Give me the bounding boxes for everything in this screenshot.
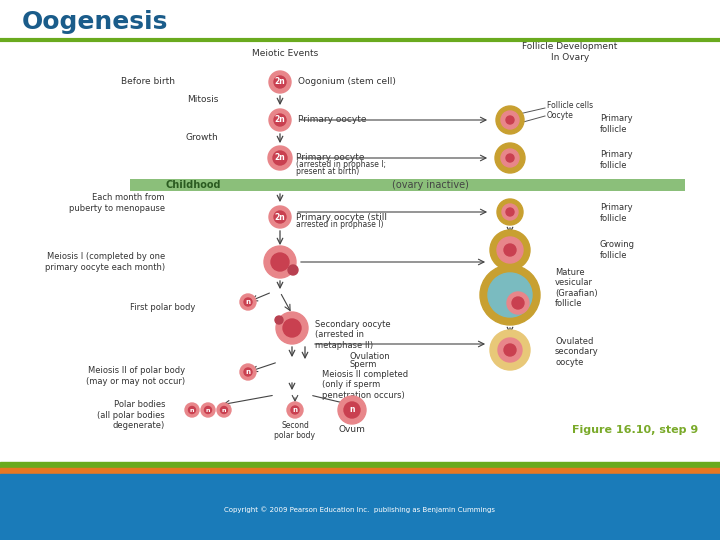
Text: First polar body: First polar body <box>130 302 195 312</box>
Circle shape <box>264 246 296 278</box>
Text: n: n <box>190 408 194 413</box>
Text: Second
polar body: Second polar body <box>274 421 315 441</box>
Text: Ovum: Ovum <box>338 425 366 434</box>
Text: Follicle Development
In Ovary: Follicle Development In Ovary <box>522 42 618 62</box>
Text: Primary
follicle: Primary follicle <box>600 150 633 170</box>
Text: n: n <box>349 406 355 415</box>
Text: n: n <box>292 407 297 413</box>
Text: Follicle cells: Follicle cells <box>547 102 593 111</box>
Circle shape <box>220 407 228 414</box>
Bar <box>0 462 720 468</box>
Circle shape <box>497 199 523 225</box>
Text: 2n: 2n <box>274 116 285 125</box>
Circle shape <box>269 71 291 93</box>
Circle shape <box>240 364 256 380</box>
Text: Before birth: Before birth <box>121 78 175 86</box>
Circle shape <box>288 265 298 275</box>
Text: Oocyte: Oocyte <box>547 111 574 119</box>
Circle shape <box>244 298 252 306</box>
Text: n: n <box>246 369 251 375</box>
Circle shape <box>488 273 532 317</box>
Text: (ovary inactive): (ovary inactive) <box>392 180 469 190</box>
Text: Growth: Growth <box>185 132 218 141</box>
Circle shape <box>507 292 529 314</box>
Circle shape <box>269 206 291 228</box>
Circle shape <box>274 114 286 126</box>
Text: Meiotic Events: Meiotic Events <box>252 50 318 58</box>
Circle shape <box>274 211 286 223</box>
Circle shape <box>495 143 525 173</box>
Circle shape <box>501 111 519 129</box>
Circle shape <box>275 316 283 324</box>
Circle shape <box>269 109 291 131</box>
Text: n: n <box>246 299 251 305</box>
Circle shape <box>189 407 196 414</box>
Text: present at birth): present at birth) <box>296 167 359 176</box>
Circle shape <box>273 151 287 165</box>
Circle shape <box>497 237 523 263</box>
Text: Secondary oocyte
(arrested in
metaphase II): Secondary oocyte (arrested in metaphase … <box>315 320 391 350</box>
Circle shape <box>287 402 303 418</box>
Circle shape <box>506 116 514 124</box>
Circle shape <box>274 76 286 88</box>
Circle shape <box>244 368 252 376</box>
Bar <box>0 468 720 474</box>
Text: n: n <box>222 408 226 413</box>
Circle shape <box>512 297 524 309</box>
Circle shape <box>506 208 514 216</box>
Circle shape <box>271 253 289 271</box>
Circle shape <box>338 396 366 424</box>
Circle shape <box>504 344 516 356</box>
Text: Oogonium (stem cell): Oogonium (stem cell) <box>298 78 396 86</box>
Circle shape <box>490 330 530 370</box>
Text: (arrested in prophase I;: (arrested in prophase I; <box>296 160 386 169</box>
Circle shape <box>268 146 292 170</box>
Text: Primary oocyte: Primary oocyte <box>296 153 364 162</box>
Circle shape <box>204 407 212 414</box>
Text: 2n: 2n <box>274 153 285 163</box>
Text: Sperm: Sperm <box>350 360 377 369</box>
Text: Ovulated
secondary
oocyte: Ovulated secondary oocyte <box>555 337 599 367</box>
Text: Mature
vesicular
(Graafian)
follicle: Mature vesicular (Graafian) follicle <box>555 268 598 308</box>
Circle shape <box>276 312 308 344</box>
Text: Primary
follicle: Primary follicle <box>600 203 633 222</box>
Text: Meiosis I (completed by one
primary oocyte each month): Meiosis I (completed by one primary oocy… <box>45 252 165 272</box>
Bar <box>0 474 720 480</box>
Text: Copyright © 2009 Pearson Education Inc.  publishing as Benjamin Cummings: Copyright © 2009 Pearson Education Inc. … <box>225 507 495 514</box>
Circle shape <box>502 204 518 220</box>
Text: Polar bodies
(all polar bodies
degenerate): Polar bodies (all polar bodies degenerat… <box>97 400 165 430</box>
Text: Primary oocyte: Primary oocyte <box>298 116 366 125</box>
Text: 2n: 2n <box>274 213 285 221</box>
Circle shape <box>498 338 522 362</box>
Text: Meiosis II of polar body
(may or may not occur): Meiosis II of polar body (may or may not… <box>86 366 185 386</box>
Circle shape <box>504 244 516 256</box>
Circle shape <box>185 403 199 417</box>
Text: arrested in prophase I): arrested in prophase I) <box>296 220 384 229</box>
Text: Each month from
puberty to menopause: Each month from puberty to menopause <box>69 193 165 213</box>
Circle shape <box>506 154 514 162</box>
Text: Mitosis: Mitosis <box>186 96 218 105</box>
Text: Figure 16.10, step 9: Figure 16.10, step 9 <box>572 425 698 435</box>
Text: Primary oocyte (still: Primary oocyte (still <box>296 213 387 222</box>
Circle shape <box>496 106 524 134</box>
Circle shape <box>291 406 299 414</box>
Text: Ovulation: Ovulation <box>350 352 391 361</box>
Circle shape <box>480 265 540 325</box>
Text: Childhood: Childhood <box>165 180 220 190</box>
Circle shape <box>344 402 360 418</box>
Bar <box>130 179 685 191</box>
Text: n: n <box>206 408 210 413</box>
Circle shape <box>283 319 301 337</box>
Text: Oogenesis: Oogenesis <box>22 10 168 34</box>
Text: Meiosis II completed
(only if sperm
penetration occurs): Meiosis II completed (only if sperm pene… <box>322 370 408 400</box>
Circle shape <box>501 149 519 167</box>
Text: 2n: 2n <box>274 78 285 86</box>
Bar <box>0 480 720 540</box>
Text: Growing
follicle: Growing follicle <box>600 240 635 260</box>
Circle shape <box>490 230 530 270</box>
Circle shape <box>201 403 215 417</box>
Circle shape <box>217 403 231 417</box>
Text: Primary
follicle: Primary follicle <box>600 114 633 134</box>
Circle shape <box>240 294 256 310</box>
